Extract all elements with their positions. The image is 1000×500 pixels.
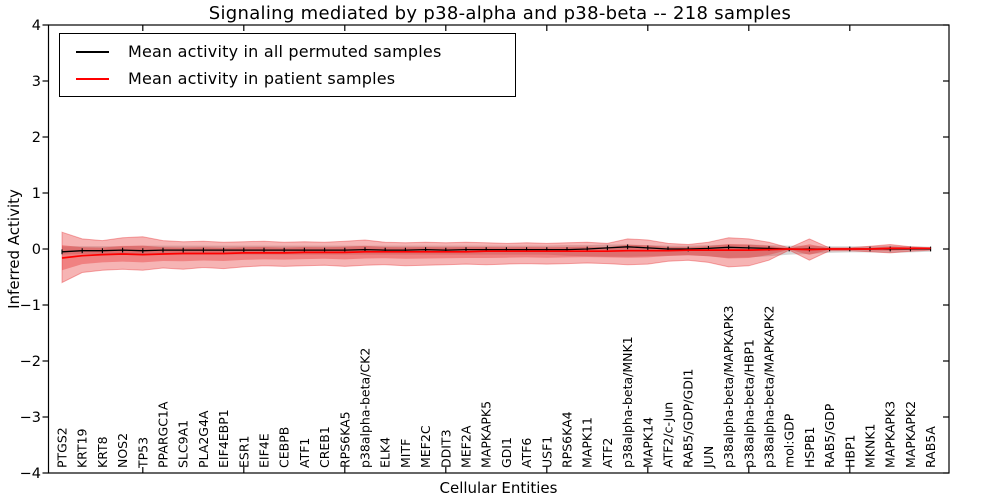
category-label: p38alpha-beta/CK2 (358, 348, 373, 468)
category-label: PTGS2 (55, 427, 70, 468)
category-label: PPARGC1A (156, 401, 171, 468)
category-label: KRT19 (75, 428, 90, 468)
category-label: RAB5/GDP (822, 403, 837, 468)
y-tick-label: −2 (20, 354, 41, 370)
category-label: p38alpha-beta/MAPKAPK3 (721, 306, 736, 469)
category-label: MKNK1 (863, 424, 878, 468)
y-tick-label: −3 (20, 410, 41, 426)
legend-line-sample-black (76, 50, 109, 53)
y-tick-label: 0 (32, 242, 41, 258)
y-tick-label: 4 (32, 18, 41, 34)
category-label: ATF6 (519, 438, 534, 468)
category-label: HSPB1 (802, 427, 817, 468)
category-label: HBP1 (842, 435, 857, 468)
category-label: RPS6KA5 (337, 411, 352, 468)
category-label: p38alpha-beta/MNK1 (620, 336, 635, 468)
category-label: ATF1 (297, 438, 312, 468)
legend-line-sample-red (76, 77, 109, 80)
x-axis-label: Cellular Entities (439, 479, 558, 497)
y-axis-label: Inferred Activity (5, 189, 23, 309)
line-patient-mean (61, 247, 931, 259)
category-label: NOS2 (115, 433, 130, 468)
chart-title: Signaling mediated by p38-alpha and p38-… (208, 3, 792, 24)
category-label: MAPKAPK3 (883, 401, 898, 468)
category-label: KRT8 (95, 436, 110, 468)
category-label: EIF4E (257, 433, 272, 468)
y-tick-label: −4 (20, 466, 41, 482)
category-label: MAPK14 (640, 417, 655, 468)
category-label: PLA2G4A (196, 410, 211, 468)
category-label: mol:GDP (782, 413, 797, 468)
y-tick-label: 2 (32, 130, 41, 146)
category-label: RAB5/GDP/GDI1 (681, 369, 696, 468)
legend: Mean activity in all permuted samples Me… (59, 33, 516, 97)
category-label: MAPK11 (580, 417, 595, 468)
category-label: ATF2/c-Jun (661, 402, 676, 468)
category-label: EIF4EBP1 (216, 409, 231, 468)
category-label: DDIT3 (438, 429, 453, 468)
legend-entry-permuted: Mean activity in all permuted samples (76, 42, 515, 61)
category-label: CEBPB (277, 427, 292, 468)
category-label: RAB5A (923, 426, 938, 468)
category-label: RPS6KA4 (560, 411, 575, 468)
category-label: SLC9A1 (176, 420, 191, 468)
category-label: p38alpha-beta/HBP1 (741, 339, 756, 468)
y-tick-label: 1 (32, 186, 41, 202)
category-label: TP53 (135, 437, 150, 469)
category-label: CREB1 (317, 426, 332, 468)
legend-label-permuted: Mean activity in all permuted samples (128, 42, 442, 61)
category-label: MEF2C (418, 425, 433, 468)
y-tick-label: −1 (20, 298, 41, 314)
category-label: MAPKAPK5 (479, 401, 494, 468)
category-label: p38alpha-beta/MAPKAPK2 (762, 306, 777, 469)
category-label: MEF2A (459, 425, 474, 468)
category-label: ELK4 (378, 437, 393, 468)
category-label: ATF2 (600, 438, 615, 468)
category-label: GDI1 (499, 437, 514, 468)
legend-label-patient: Mean activity in patient samples (128, 69, 396, 88)
category-label: MAPKAPK2 (903, 401, 918, 468)
category-label: JUN (701, 446, 716, 469)
y-tick-label: 3 (32, 74, 41, 90)
category-label: USF1 (539, 436, 554, 468)
legend-entry-patient: Mean activity in patient samples (76, 69, 515, 88)
category-label: MITF (398, 439, 413, 468)
category-label: ESR1 (236, 436, 251, 468)
